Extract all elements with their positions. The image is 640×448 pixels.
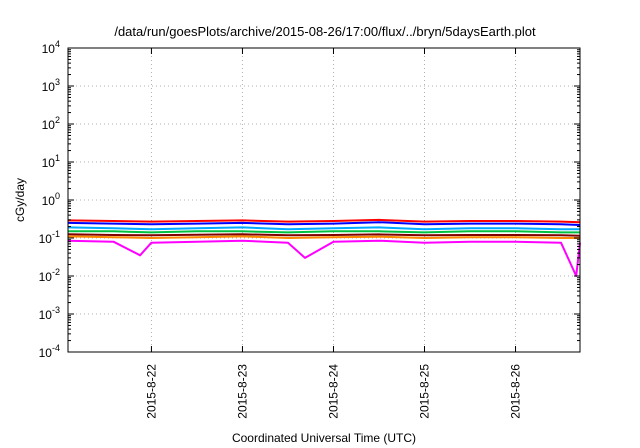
- y-tick-base: 10: [42, 80, 56, 94]
- y-tick-exponent: -4: [52, 343, 60, 353]
- y-tick-base: 10: [39, 232, 53, 246]
- x-tick-label: 2015-8-23: [235, 364, 249, 419]
- y-tick-base: 10: [42, 118, 56, 132]
- y-tick-label: 102: [42, 115, 60, 132]
- series-line: [67, 239, 581, 277]
- y-tick-base: 10: [42, 194, 56, 208]
- y-tick-label: 10-1: [39, 229, 60, 246]
- y-tick-exponent: 0: [55, 191, 60, 201]
- x-tick-label: 2015-8-24: [326, 364, 340, 419]
- y-tick-label: 10-4: [39, 343, 60, 360]
- x-tick-labels: 2015-8-22 2015-8-23 2015-8-24 2015-8-25 2015…: [144, 364, 522, 419]
- y-tick-base: 10: [39, 308, 53, 322]
- x-tick-label: 2015-8-22: [144, 364, 158, 419]
- x-tick-label: 2015-8-26: [509, 364, 523, 419]
- y-tick-exponent: 4: [55, 39, 60, 49]
- y-tick-exponent: -2: [52, 267, 60, 277]
- series-line: [67, 221, 581, 226]
- series-layer: [67, 218, 581, 277]
- ticks: [68, 47, 580, 353]
- series-line: [68, 230, 580, 234]
- y-tick-base: 10: [42, 42, 56, 56]
- y-tick-label: 10-2: [39, 267, 60, 284]
- y-tick-label: 101: [42, 153, 60, 170]
- y-tick-label: 100: [42, 191, 60, 208]
- series-line: [67, 226, 580, 231]
- y-tick-exponent: 1: [55, 153, 60, 163]
- y-tick-exponent: -3: [52, 305, 60, 315]
- chart-title: /data/run/goesPlots/archive/2015-08-26/1…: [114, 24, 536, 39]
- y-tick-label: 10-3: [39, 305, 60, 322]
- series-line: [67, 235, 580, 239]
- x-tick-label: 2015-8-25: [418, 364, 432, 419]
- y-tick-base: 10: [39, 346, 53, 360]
- y-tick-exponent: -1: [52, 229, 60, 239]
- y-tick-exponent: 2: [55, 115, 60, 125]
- y-tick-label: 104: [42, 39, 60, 56]
- series-line: [67, 233, 581, 237]
- y-tick-base: 10: [39, 270, 53, 284]
- series-line: [67, 218, 581, 224]
- y-tick-exponent: 3: [55, 77, 60, 87]
- y-tick-label: 103: [42, 77, 60, 94]
- y-axis-label: cGy/day: [13, 178, 27, 222]
- y-tick-base: 10: [42, 156, 56, 170]
- x-axis-label: Coordinated Universal Time (UTC): [232, 431, 416, 445]
